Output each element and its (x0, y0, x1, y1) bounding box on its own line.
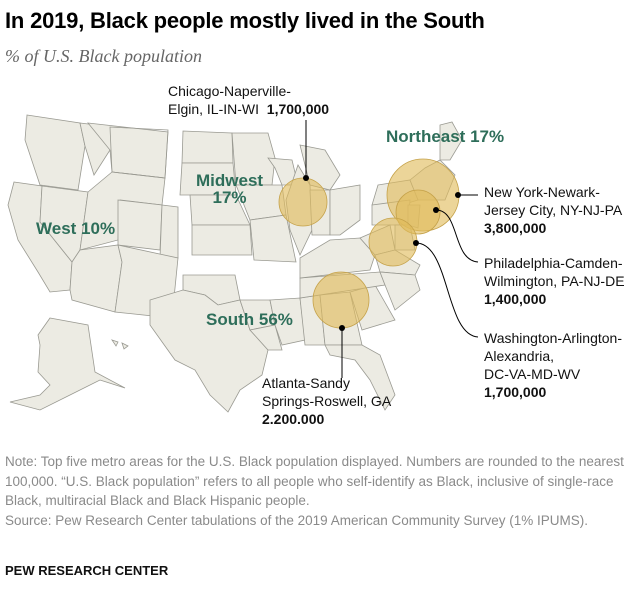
leader-new-york (455, 192, 478, 198)
region-midwest (179, 130, 361, 263)
note-text: Note: Top five metro areas for the U.S. … (5, 454, 624, 508)
metro-label-philadelphia: Philadelphia-Camden- Wilmington, PA-NJ-D… (484, 254, 625, 308)
metro-chicago-name-line1: Chicago-Naperville- (168, 83, 291, 99)
us-regions-map (7, 114, 479, 413)
metro-new-york-population: 3,800,000 (484, 220, 547, 236)
state-hawaii (111, 339, 129, 350)
footnote: Note: Top five metro areas for the U.S. … (5, 452, 635, 530)
state-shape (181, 130, 234, 164)
metro-label-chicago: Chicago-Naperville- Elgin, IL-IN-WI 1,70… (168, 82, 329, 118)
leader-atlanta (339, 325, 345, 378)
metro-philadelphia-name-line2: Wilmington, PA-NJ-DE (484, 273, 625, 289)
leader-chicago (303, 120, 309, 181)
bubble-atlanta[interactable] (312, 271, 370, 329)
metro-washington-population: 1,700,000 (484, 384, 547, 400)
region-label-midwest-name: Midwest (196, 171, 264, 190)
region-west (7, 114, 179, 411)
state-shape (269, 297, 306, 346)
metro-new-york-name-line1: New York-Newark- (484, 184, 600, 200)
chart-subtitle: % of U.S. Black population (5, 46, 202, 66)
state-shape (24, 114, 86, 191)
state-alaska (9, 317, 126, 411)
metro-washington-name-line3: DC-VA-MD-WV (484, 366, 581, 382)
state-shape (324, 344, 396, 411)
brand-logo-text: PEW RESEARCH CENTER (5, 563, 169, 578)
region-label-northeast: Northeast 17% (386, 127, 505, 146)
state-shape (109, 126, 169, 179)
metro-label-washington: Washington-Arlington- Alexandria, DC-VA-… (484, 329, 622, 401)
state-shape (69, 244, 123, 313)
metro-philadelphia-name-line1: Philadelphia-Camden- (484, 255, 623, 271)
bubble-washington[interactable] (368, 217, 418, 267)
leader-philadelphia (433, 207, 479, 263)
state-shape (439, 121, 463, 161)
metro-atlanta-name-line2: Springs-Roswell, GA (262, 393, 392, 409)
state-shape (249, 214, 297, 263)
metro-atlanta-name-line1: Atlanta-Sandy (262, 375, 350, 391)
region-label-midwest-percent: 17% (212, 188, 247, 207)
state-shape (117, 199, 163, 251)
metro-atlanta-population: 2.200.000 (262, 411, 325, 427)
state-shape (159, 204, 179, 259)
region-label-midwest: Midwest 17% (196, 172, 263, 206)
leader-washington (413, 240, 479, 338)
chart-title: In 2019, Black people mostly lived in th… (5, 8, 485, 33)
state-shape (149, 289, 269, 413)
metro-new-york-name-line2: Jersey City, NY-NJ-PA (484, 202, 623, 218)
metro-label-atlanta: Atlanta-Sandy Springs-Roswell, GA 2.200.… (262, 374, 391, 428)
state-shape (191, 224, 253, 256)
state-shape (329, 184, 361, 236)
metro-washington-name-line2: Alexandria, (484, 348, 555, 364)
state-shape (249, 324, 283, 351)
source-text: Source: Pew Research Center tabulations … (5, 512, 589, 528)
region-label-west: West 10% (36, 219, 116, 238)
state-shape (379, 271, 421, 311)
metro-chicago-population: 1,700,000 (266, 101, 330, 117)
metro-philadelphia-population: 1,400,000 (484, 291, 547, 307)
metro-chicago-name-line2: Elgin, IL-IN-WI (168, 101, 260, 117)
bubble-chicago[interactable] (278, 177, 328, 227)
metro-washington-name-line1: Washington-Arlington- (484, 330, 622, 346)
state-shape (231, 132, 276, 186)
metro-label-new-york: New York-Newark- Jersey City, NY-NJ-PA 3… (484, 183, 622, 237)
region-label-south: South 56% (206, 310, 293, 329)
